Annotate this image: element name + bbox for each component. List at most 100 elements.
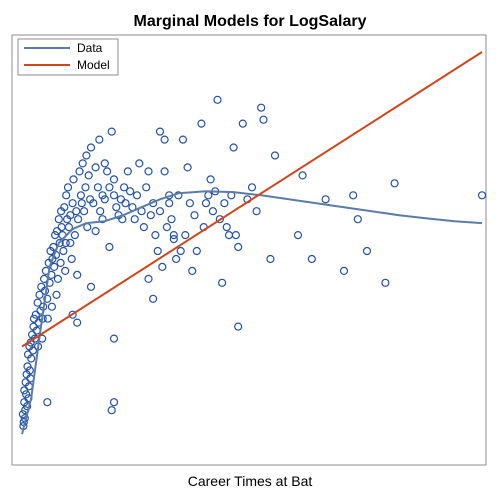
- scatter-point: [362, 246, 372, 256]
- scatter-point: [353, 215, 362, 224]
- scatter-point: [105, 242, 114, 252]
- scatter-point: [109, 175, 119, 184]
- scatter-point: [23, 362, 32, 371]
- scatter-point: [102, 167, 112, 176]
- scatter-point: [155, 207, 165, 216]
- scatter-point: [62, 191, 71, 200]
- scatter-point: [64, 223, 74, 232]
- scatter-point: [54, 215, 63, 224]
- scatter-point: [158, 262, 167, 271]
- scatter-point: [61, 266, 70, 275]
- data-curve-line: [21, 190, 483, 435]
- scatter-point: [47, 302, 57, 311]
- scatter-point: [82, 151, 91, 160]
- scatter-point: [109, 191, 119, 200]
- scatter-point: [390, 179, 399, 188]
- scatter-point: [307, 254, 316, 264]
- scatter-point: [100, 159, 109, 168]
- scatter-point: [167, 215, 176, 224]
- scatter-point: [206, 175, 215, 184]
- scatter-point: [153, 246, 162, 256]
- scatter-point: [339, 266, 349, 275]
- scatter-point: [25, 366, 34, 375]
- scatter-point: [155, 127, 165, 136]
- scatter-point: [146, 211, 155, 220]
- scatter-point: [73, 270, 82, 279]
- scatter-point: [257, 103, 266, 112]
- scatter-point: [132, 191, 142, 200]
- scatter-point: [77, 199, 86, 208]
- scatter-point: [160, 135, 169, 144]
- scatter-point: [107, 406, 116, 415]
- scatter-point: [135, 159, 144, 168]
- scatter-point: [43, 294, 52, 303]
- scatter-point: [142, 183, 151, 192]
- scatter-point: [208, 207, 217, 216]
- scatter-point: [86, 282, 96, 291]
- scatter-point: [66, 238, 75, 248]
- scatter-point: [197, 119, 206, 128]
- scatter-point: [96, 207, 105, 216]
- scatter-point: [165, 199, 174, 208]
- scatter-point: [176, 246, 185, 256]
- scatter-point: [60, 203, 69, 212]
- scatter-point: [43, 314, 52, 323]
- scatter-point: [185, 199, 194, 208]
- scatter-point: [86, 143, 96, 152]
- scatter-point: [72, 207, 81, 216]
- scatter-point: [79, 207, 89, 216]
- scatter-point: [234, 242, 243, 252]
- scatter-point: [89, 199, 98, 208]
- scatter-point: [178, 135, 188, 144]
- scatter-point: [190, 211, 199, 220]
- scatter-point: [247, 183, 257, 192]
- scatter-point: [68, 310, 77, 319]
- scatter-point: [238, 119, 247, 128]
- scatter-point: [234, 322, 243, 331]
- scatter-point: [349, 191, 358, 200]
- scatter-point: [95, 135, 104, 144]
- scatter-point: [229, 143, 238, 152]
- scatter-point: [123, 167, 132, 176]
- legend-label-model: Model: [77, 58, 110, 72]
- scatter-point: [270, 151, 280, 160]
- scatter-point: [121, 199, 130, 208]
- scatter-point: [144, 274, 153, 283]
- scatter-point: [172, 254, 181, 264]
- scatter-point: [252, 207, 261, 216]
- scatter-point: [61, 238, 70, 248]
- scatter-point: [91, 227, 100, 236]
- scatter-point: [107, 127, 116, 136]
- scatter-point: [59, 246, 68, 256]
- scatter-point: [162, 223, 171, 232]
- scatter-point: [73, 318, 82, 327]
- scatter-point: [298, 171, 307, 180]
- scatter-point: [381, 278, 390, 287]
- scatter-point: [45, 278, 54, 287]
- scatter-point: [151, 231, 160, 240]
- x-axis-label: Career Times at Bat: [188, 473, 313, 489]
- scatter-point: [93, 183, 103, 192]
- scatter-point: [215, 215, 224, 224]
- scatter-point: [192, 246, 201, 256]
- scatter-point: [169, 231, 178, 240]
- scatter-point: [100, 195, 109, 204]
- scatter-point: [31, 310, 40, 319]
- scatter-point: [63, 183, 73, 192]
- scatter-point: [66, 211, 75, 220]
- scatter-point: [144, 167, 153, 176]
- scatter-point: [98, 215, 107, 224]
- scatter-point: [53, 274, 63, 283]
- scatter-point: [231, 231, 240, 240]
- scatter-point: [52, 290, 61, 299]
- scatter-point: [33, 298, 42, 307]
- scatter-point: [50, 262, 59, 271]
- scatter-point: [266, 254, 275, 264]
- scatter-point: [201, 199, 211, 208]
- scatter-point: [23, 402, 32, 411]
- scatter-point: [149, 294, 158, 303]
- chart-marks: [18, 51, 487, 435]
- scatter-point: [188, 266, 197, 275]
- plot-frame: [11, 34, 487, 466]
